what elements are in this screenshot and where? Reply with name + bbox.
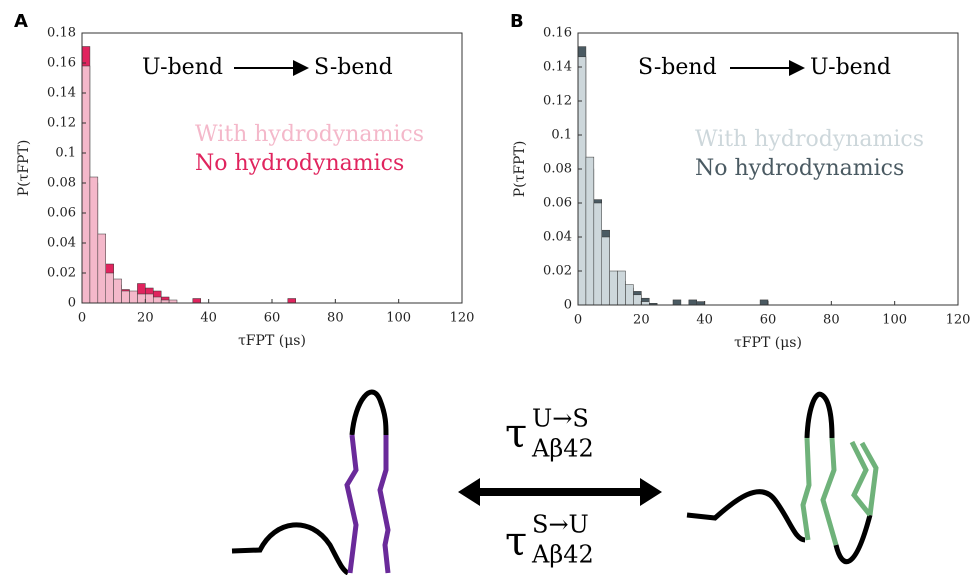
y-tick-label: 0.16 [47,56,76,71]
x-tick-label: 20 [137,311,154,326]
x-tick-label: 120 [450,311,475,326]
x-tick-label: 40 [696,313,713,328]
bar [593,202,602,306]
x-tick-label: 0 [78,311,86,326]
y-tick-label: 0.14 [47,86,76,101]
bar [105,272,114,304]
y-tick-label: 0.1 [55,146,76,161]
molecule-tail [686,489,806,543]
panel: 0 0.02 0.04 0.06 0.08 0.1 0.12 0.14 0.16 0.18 0 20 4… [14,11,474,349]
y-tick-label: 0.04 [543,230,572,245]
molecule-loop [349,389,389,436]
bar [113,278,122,304]
x-axis-label: τFPT (μs) [238,333,306,349]
bar [97,233,107,304]
legend-entry: With hydrodynamics [695,127,924,152]
y-tick-label: 0.12 [543,94,572,109]
bar [192,298,201,304]
y-tick-label: 0.02 [47,266,76,281]
x-tick-label: 20 [633,313,650,328]
bar [759,299,769,306]
x-tick-label: 0 [574,313,582,328]
molecule-loop [833,514,873,565]
beta-strands [344,434,391,574]
bar [287,298,297,304]
y-tick-label: 0.06 [47,206,76,221]
x-tick-label: 60 [264,311,281,326]
bar [137,293,146,304]
x-tick-label: 40 [200,311,217,326]
bar [145,293,154,304]
legend-entry: No hydrodynamics [195,151,404,176]
legend-entry: With hydrodynamics [195,122,424,147]
y-axis-label: P(τFPT) [16,140,32,197]
bar [121,290,130,304]
tau-symbol: τ [505,411,527,457]
bar [625,284,634,306]
x-tick-label: 80 [327,311,344,326]
bar [609,270,618,306]
y-tick-label: 0.14 [543,60,572,75]
bar [672,299,682,306]
legend-entry: No hydrodynamics [695,156,904,181]
transition-to: U-bend [810,55,891,80]
diagram: τ U→S Aβ42 τ S→U Aβ42 [231,389,879,575]
y-tick-label: 0.08 [543,162,572,177]
transition-from: U-bend [142,55,223,80]
x-tick-label: 80 [823,313,840,328]
x-tick-label: 100 [882,313,907,328]
y-tick-label: 0 [68,296,76,311]
transition-from: S-bend [638,55,717,80]
y-tick-label: 0.06 [543,196,572,211]
y-tick-label: 0.02 [543,264,572,279]
tau-sub: Aβ42 [531,541,594,569]
y-tick-label: 0.04 [47,236,76,251]
tau-sub: Aβ42 [531,435,594,463]
panel: 0 0.02 0.04 0.06 0.08 0.1 0.12 0.14 0.16 0 20 40 60 8… [510,11,970,351]
beta-strands [800,437,879,546]
bar [601,236,610,306]
molecule-tail [231,522,350,575]
panel-label: A [14,11,28,32]
bar [129,290,138,304]
x-axis-label: τFPT (μs) [734,335,802,351]
bar [81,65,91,304]
bar [633,294,642,306]
tau-symbol: τ [505,519,527,565]
panel-label: B [510,11,524,32]
bar [577,56,587,306]
bar [585,156,595,306]
bar [641,301,650,306]
bar [153,296,162,304]
y-tick-label: 0.08 [47,176,76,191]
y-axis-label: P(τFPT) [512,141,528,198]
y-tick-label: 0.12 [47,116,76,131]
x-tick-label: 60 [760,313,777,328]
tau-sup: S→U [532,511,589,539]
bar [89,176,99,304]
y-tick-label: 0.16 [543,26,572,41]
x-tick-label: 120 [946,313,971,328]
bar [617,270,626,306]
bar [696,301,705,306]
y-tick-label: 0 [564,298,572,313]
tau-sup: U→S [532,405,589,433]
y-tick-label: 0.18 [47,26,76,41]
arrow-heads [458,478,662,506]
y-tick-label: 0.1 [551,128,572,143]
x-tick-label: 100 [386,311,411,326]
molecule-loop [804,391,835,439]
transition-to: S-bend [314,55,393,80]
bar [688,299,697,306]
